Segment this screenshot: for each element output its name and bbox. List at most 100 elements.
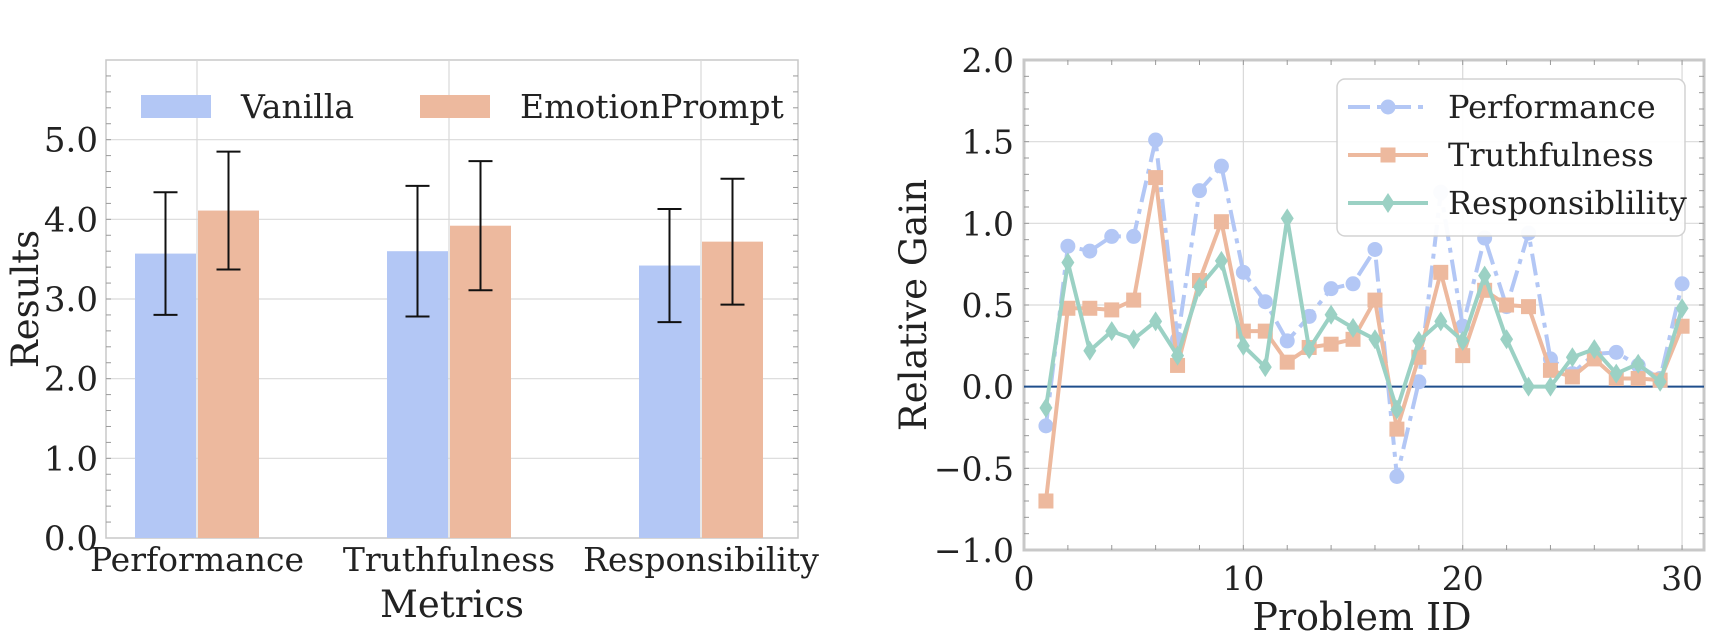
data-point-responsiblility bbox=[1171, 345, 1185, 366]
data-point-responsiblility bbox=[1039, 397, 1053, 418]
line-y-tick-label: 2.0 bbox=[962, 41, 1014, 80]
data-point-performance bbox=[1038, 418, 1054, 434]
data-point-truthfulness bbox=[1148, 170, 1164, 186]
data-point-performance bbox=[1104, 228, 1120, 244]
bar-x-tick-label: Truthfulness bbox=[343, 540, 555, 579]
data-point-responsiblility bbox=[1324, 304, 1338, 325]
line-x-tick-labels: 0 10 20 30 bbox=[1014, 559, 1704, 598]
data-point-responsiblility bbox=[1346, 317, 1360, 338]
data-point-performance bbox=[1257, 294, 1273, 310]
line-y-tick-label: −0.5 bbox=[934, 449, 1014, 488]
data-point-performance bbox=[1389, 469, 1405, 484]
data-point-performance bbox=[1213, 158, 1229, 174]
data-point-responsiblility bbox=[1675, 298, 1689, 319]
data-point-responsiblility bbox=[1390, 399, 1404, 420]
data-point-responsiblility bbox=[1214, 250, 1228, 271]
line-y-tick-label: 1.0 bbox=[962, 204, 1014, 243]
line-x-tick-label: 20 bbox=[1442, 559, 1484, 598]
data-point-performance bbox=[1345, 276, 1361, 292]
data-point-responsiblility bbox=[1500, 329, 1514, 350]
bar-x-tick-labels: Performance Truthfulness Responsibility bbox=[90, 540, 819, 579]
data-point-performance bbox=[1148, 132, 1164, 148]
legend-box bbox=[1336, 78, 1686, 237]
line-y-tick-label: 1.5 bbox=[962, 123, 1014, 162]
bar-x-tick-label: Responsibility bbox=[583, 540, 819, 579]
line-y-tick-label: 0.0 bbox=[962, 368, 1014, 407]
bar-y-tick-label: 2.0 bbox=[44, 360, 98, 400]
line-x-tick-label: 0 bbox=[1014, 559, 1035, 598]
data-point-responsiblility bbox=[1105, 321, 1119, 342]
data-point-responsiblility bbox=[1302, 339, 1316, 360]
legend-label-emotionprompt: EmotionPrompt bbox=[520, 87, 784, 126]
data-point-truthfulness bbox=[1213, 214, 1229, 230]
error-bars bbox=[153, 150, 745, 324]
data-point-responsiblility bbox=[1565, 347, 1579, 368]
data-point-truthfulness bbox=[1367, 292, 1383, 308]
line-series-responsiblility bbox=[1039, 208, 1689, 420]
line-x-tick-label: 10 bbox=[1222, 559, 1264, 598]
data-point-truthfulness bbox=[1323, 336, 1339, 352]
data-point-truthfulness bbox=[1060, 300, 1076, 316]
data-point-responsiblility bbox=[1587, 339, 1601, 360]
line-series bbox=[1038, 132, 1690, 509]
line-chart: −1.0 −0.5 0.0 0.5 1.0 1.5 2.0 0 10 20 30 Performa… bbox=[892, 41, 1706, 639]
data-point-responsiblility bbox=[1609, 363, 1623, 384]
bar-x-tick-label: Performance bbox=[90, 540, 304, 579]
data-point-responsiblility bbox=[1236, 335, 1250, 356]
data-point-truthfulness bbox=[1082, 300, 1098, 316]
legend-marker-performance bbox=[1380, 99, 1396, 115]
data-point-responsiblility bbox=[1280, 208, 1294, 229]
bar-legend: Vanilla EmotionPrompt bbox=[141, 87, 784, 126]
legend-label-truthfulness: Truthfulness bbox=[1448, 136, 1654, 174]
data-point-responsiblility bbox=[1543, 376, 1557, 397]
legend-marker-responsiblility bbox=[1381, 193, 1395, 213]
line-y-tick-label: 0.5 bbox=[962, 286, 1014, 325]
data-point-truthfulness bbox=[1345, 331, 1361, 347]
data-point-performance bbox=[1367, 241, 1383, 257]
data-point-truthfulness bbox=[1542, 362, 1558, 378]
data-point-responsiblility bbox=[1653, 371, 1667, 392]
legend-swatch-emotionprompt bbox=[420, 95, 490, 118]
data-point-performance bbox=[1082, 243, 1098, 259]
line-legend: Performance Truthfulness Responsiblility bbox=[1336, 78, 1687, 237]
data-point-performance bbox=[1191, 183, 1207, 199]
data-point-performance bbox=[1060, 238, 1076, 254]
data-point-truthfulness bbox=[1126, 292, 1142, 308]
data-point-truthfulness bbox=[1499, 297, 1515, 313]
legend-label-vanilla: Vanilla bbox=[240, 87, 354, 126]
line-y-axis-label: Relative Gain bbox=[892, 179, 935, 431]
bar-y-tick-label: 0.0 bbox=[44, 519, 98, 559]
data-point-responsiblility bbox=[1258, 357, 1272, 378]
bar-y-tick-labels: 0.0 1.0 2.0 3.0 4.0 5.0 bbox=[44, 121, 98, 559]
data-point-performance bbox=[1608, 344, 1624, 360]
data-point-performance bbox=[1674, 276, 1690, 292]
data-point-responsiblility bbox=[1127, 329, 1141, 350]
data-point-responsiblility bbox=[1149, 311, 1163, 332]
data-point-responsiblility bbox=[1192, 277, 1206, 298]
data-point-responsiblility bbox=[1456, 330, 1470, 351]
data-point-responsiblility bbox=[1083, 340, 1097, 361]
bar-y-axis-label: Results bbox=[4, 230, 47, 368]
bar-y-tick-label: 1.0 bbox=[44, 439, 98, 479]
legend-marker-truthfulness bbox=[1380, 147, 1396, 163]
line-x-axis-label: Problem ID bbox=[1252, 595, 1471, 639]
data-point-responsiblility bbox=[1368, 329, 1382, 350]
legend-label-responsiblility: Responsiblility bbox=[1448, 184, 1687, 222]
bar-y-tick-label: 4.0 bbox=[44, 200, 98, 240]
data-point-performance bbox=[1323, 281, 1339, 297]
data-point-truthfulness bbox=[1455, 348, 1471, 364]
data-point-responsiblility bbox=[1631, 353, 1645, 374]
data-point-performance bbox=[1126, 228, 1142, 244]
data-point-truthfulness bbox=[1630, 371, 1646, 386]
bar-y-tick-label: 5.0 bbox=[44, 121, 98, 161]
data-point-responsiblility bbox=[1434, 311, 1448, 332]
data-point-truthfulness bbox=[1389, 421, 1405, 437]
data-point-performance bbox=[1235, 264, 1251, 280]
data-point-performance bbox=[1279, 333, 1295, 349]
data-point-responsiblility bbox=[1061, 252, 1075, 273]
data-point-truthfulness bbox=[1038, 493, 1054, 509]
data-point-truthfulness bbox=[1521, 299, 1537, 315]
legend-label-performance: Performance bbox=[1448, 88, 1656, 126]
bar-x-axis-label: Metrics bbox=[380, 583, 524, 626]
data-point-responsiblility bbox=[1478, 265, 1492, 286]
